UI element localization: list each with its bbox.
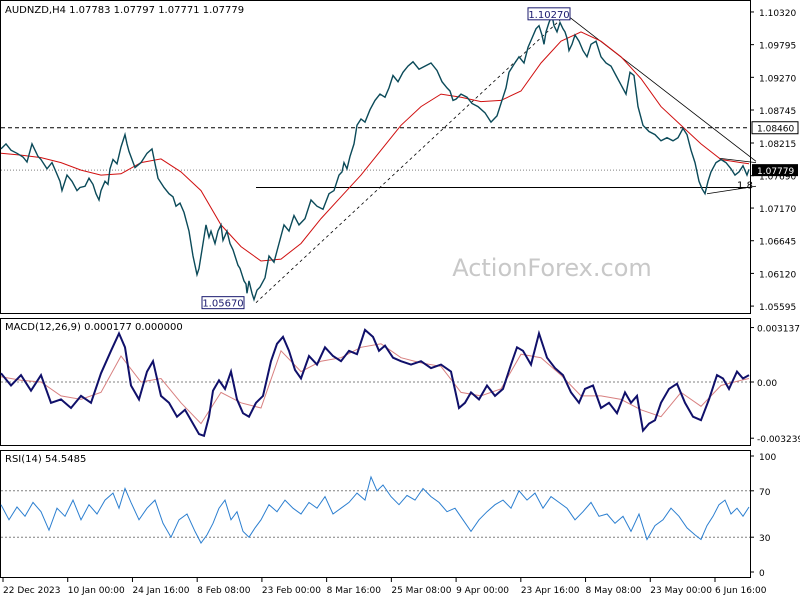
rsi-plot <box>0 475 750 544</box>
x-tick-label: 24 Jan 16:00 <box>132 586 189 596</box>
annotation-box-0 <box>527 7 571 21</box>
trendline-2 <box>718 157 757 163</box>
annotation-label-2: 1.8 <box>737 180 753 191</box>
rsi-tick-label: 0 <box>759 569 765 579</box>
rsi-tick-label: 30 <box>759 534 771 544</box>
price-line <box>0 12 750 302</box>
level-label: 1.08460 <box>757 125 794 135</box>
price-tick-label: 1.10320 <box>759 9 796 19</box>
price-tick-label: 1.06645 <box>759 238 796 248</box>
annotation-box-1 <box>201 296 245 310</box>
x-tick-label: 10 Jan 00:00 <box>68 586 125 596</box>
x-tick-label: 8 Mar 16:00 <box>327 586 382 596</box>
rsi-tick-label: 100 <box>759 453 776 463</box>
x-tick-label: 23 Apr 16:00 <box>521 586 580 596</box>
level-label-box <box>751 121 799 135</box>
macd-tick-label: 0.003137 <box>757 325 800 335</box>
price-plot: 1.10270 1.05670 1.8 <box>0 7 757 310</box>
macd-signal-line <box>0 343 750 425</box>
price-tick-label: 1.07690 <box>759 173 796 183</box>
rsi-tick-label: 70 <box>759 488 771 498</box>
annotation-label-1: 1.05670 <box>202 299 243 310</box>
current-price-label: 1.07779 <box>757 167 794 177</box>
macd-line <box>0 328 750 438</box>
moving-average-line <box>0 31 750 262</box>
macd-panel-title: MACD(12,26,9) 0.000177 0.000000 <box>5 322 183 333</box>
axes: 1.10320 1.09795 1.09270 1.08745 1.08215 1.076… <box>2 9 800 596</box>
price-panel-title: AUDNZD,H4 1.07783 1.07797 1.07771 1.0777… <box>5 5 244 16</box>
trendline-1 <box>565 14 757 162</box>
price-tick-label: 1.06120 <box>759 270 796 280</box>
trendline-0 <box>255 14 567 303</box>
x-tick-label: 25 Mar 08:00 <box>391 586 451 596</box>
x-tick-label: 22 Dec 2023 <box>3 586 61 596</box>
x-tick-label: 9 Apr 00:00 <box>456 586 509 596</box>
macd-tick-label: 0.00 <box>757 379 777 389</box>
price-tick-label: 1.09270 <box>759 74 796 84</box>
rsi-panel-frame <box>0 450 751 578</box>
trendline-3 <box>706 185 757 195</box>
x-tick-label: 23 Feb 00:00 <box>262 586 321 596</box>
watermark: ActionForex.com <box>452 254 652 282</box>
price-tick-label: 1.08745 <box>759 107 796 117</box>
annotation-label-0: 1.10270 <box>528 10 569 21</box>
price-tick-label: 1.07170 <box>759 205 796 215</box>
x-tick-label: 23 May 00:00 <box>650 586 712 596</box>
macd-plot <box>0 328 750 438</box>
rsi-line <box>0 475 750 544</box>
price-tick-label: 1.09795 <box>759 42 796 52</box>
macd-tick-label: -0.003239 <box>757 435 800 445</box>
x-tick-label: 8 Feb 08:00 <box>197 586 251 596</box>
current-price-box <box>752 164 798 177</box>
x-tick-label: 6 Jun 16:00 <box>715 586 767 596</box>
price-tick-label: 1.05595 <box>759 303 796 313</box>
x-tick-label: 8 May 08:00 <box>586 586 642 596</box>
price-tick-label: 1.08215 <box>759 140 796 150</box>
rsi-panel-title: RSI(14) 54.5485 <box>5 454 86 465</box>
